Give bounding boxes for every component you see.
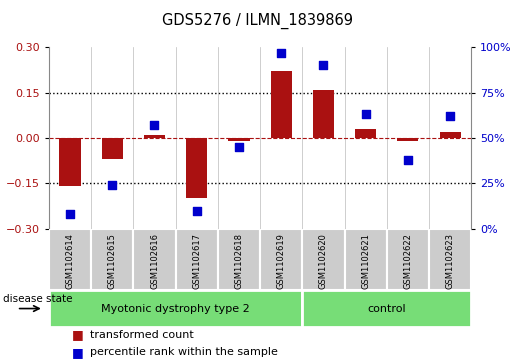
Bar <box>313 90 334 138</box>
Point <box>193 208 201 213</box>
Text: GSM1102616: GSM1102616 <box>150 233 159 289</box>
Text: GSM1102622: GSM1102622 <box>403 233 413 289</box>
Bar <box>302 290 471 327</box>
Text: GSM1102621: GSM1102621 <box>361 233 370 289</box>
Bar <box>440 132 460 138</box>
Text: control: control <box>368 303 406 314</box>
Point <box>362 111 370 117</box>
Bar <box>133 229 176 290</box>
Bar <box>218 229 260 290</box>
Bar <box>91 229 133 290</box>
Text: percentile rank within the sample: percentile rank within the sample <box>90 347 278 357</box>
Point <box>66 211 74 217</box>
Bar <box>186 138 207 199</box>
Text: GSM1102623: GSM1102623 <box>445 233 455 289</box>
Bar <box>49 290 302 327</box>
Text: transformed count: transformed count <box>90 330 194 340</box>
Text: GSM1102618: GSM1102618 <box>234 233 244 289</box>
Point <box>235 144 243 150</box>
Bar <box>429 229 471 290</box>
Bar <box>270 72 291 138</box>
Bar <box>260 229 302 290</box>
Bar <box>302 229 345 290</box>
Point <box>150 122 159 128</box>
Bar <box>387 229 429 290</box>
Point <box>446 113 454 119</box>
Point <box>277 50 285 56</box>
Text: GSM1102617: GSM1102617 <box>192 233 201 289</box>
Bar <box>144 135 165 138</box>
Point <box>404 157 412 163</box>
Point <box>108 182 116 188</box>
Bar <box>228 138 249 141</box>
Bar <box>101 138 123 159</box>
Bar <box>345 229 387 290</box>
Bar <box>49 229 91 290</box>
Text: GSM1102619: GSM1102619 <box>277 233 286 289</box>
Text: ■: ■ <box>72 346 84 359</box>
Text: GSM1102615: GSM1102615 <box>108 233 117 289</box>
Text: GSM1102620: GSM1102620 <box>319 233 328 289</box>
Bar <box>355 129 376 138</box>
Bar <box>398 138 418 141</box>
Text: GDS5276 / ILMN_1839869: GDS5276 / ILMN_1839869 <box>162 13 353 29</box>
Text: Myotonic dystrophy type 2: Myotonic dystrophy type 2 <box>101 303 250 314</box>
Text: disease state: disease state <box>3 294 72 305</box>
Point <box>319 62 328 68</box>
Text: ■: ■ <box>72 328 84 341</box>
Bar <box>176 229 218 290</box>
Text: GSM1102614: GSM1102614 <box>65 233 75 289</box>
Bar <box>59 138 80 186</box>
